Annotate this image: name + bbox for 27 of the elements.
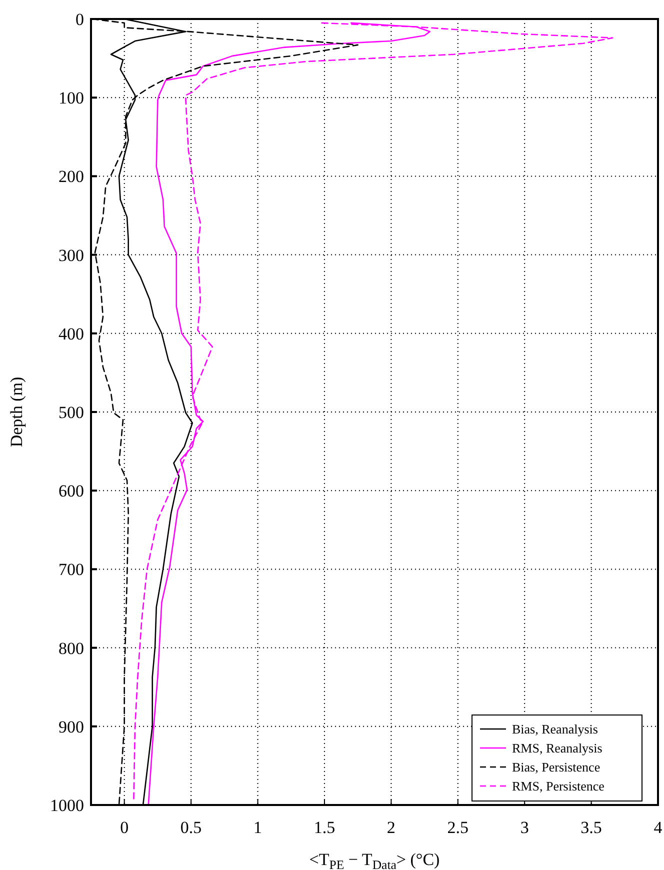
y-tick-label: 0 [76, 10, 84, 29]
y-tick-label: 100 [58, 88, 84, 108]
x-tick-label: 2.5 [447, 818, 469, 837]
x-tick-label: 1 [254, 818, 262, 837]
x-tick-label: 4 [654, 818, 663, 837]
y-tick-label: 600 [58, 482, 84, 501]
x-tick-label: 0 [120, 818, 129, 837]
y-tick-label: 200 [58, 167, 84, 186]
y-tick-label: 800 [58, 638, 84, 658]
legend-label: Bias, Persistence [512, 760, 600, 775]
x-tick-label: 2 [386, 818, 396, 837]
x-axis-title: <T$_{PE}$ − T$_{Data}$> (°C) [309, 850, 440, 870]
y-tick-label: 400 [58, 324, 84, 344]
x-tick-label: 3.5 [580, 818, 602, 837]
y-tick-label: 700 [58, 560, 84, 580]
legend-label: RMS, Reanalysis [512, 740, 602, 756]
legend-label: Bias, Reanalysis [512, 722, 598, 737]
legend-label: RMS, Persistence [512, 778, 605, 794]
x-tick-label: 0.5 [180, 818, 202, 837]
y-tick-label: 300 [58, 246, 84, 265]
x-tick-label: 3 [520, 818, 529, 837]
y-axis-title: Depth (m) [7, 376, 26, 448]
x-tick-label: 1.5 [314, 818, 336, 837]
line-series [133, 22, 614, 801]
y-tick-label: 500 [58, 402, 84, 422]
y-tick-label: 1000 [50, 796, 84, 815]
y-tick-label: 900 [58, 717, 84, 736]
